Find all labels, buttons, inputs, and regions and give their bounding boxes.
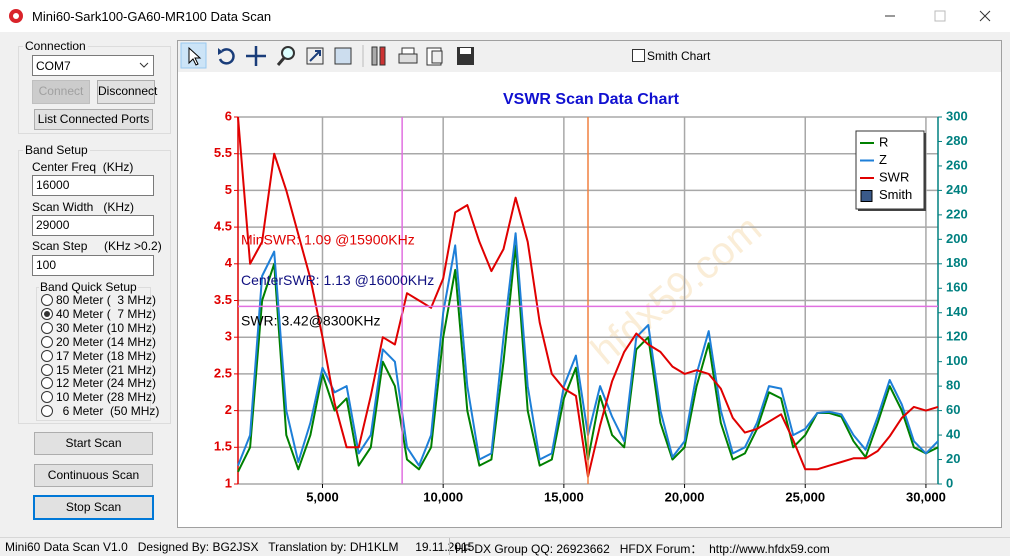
- y2-tick-label: 0: [946, 475, 953, 490]
- y-tick-label: 4: [225, 255, 233, 270]
- group-label: Connection: [23, 39, 88, 53]
- group-label: Band Setup: [23, 143, 90, 157]
- y2-tick-label: 240: [946, 182, 968, 197]
- y-tick-label: 2: [225, 402, 232, 417]
- status-text: HF DX Group QQ: 26923662 HFDX Forum： htt…: [455, 542, 830, 556]
- y2-tick-label: 260: [946, 157, 968, 172]
- band-setup-group: [18, 150, 171, 424]
- app-icon: [9, 9, 23, 23]
- band-label: 10 Meter (28 MHz): [56, 390, 157, 405]
- x-tick-label: 15,000: [544, 489, 584, 504]
- annotation: MinSWR: 1.09 @15900KHz: [241, 232, 415, 248]
- y2-tick-label: 200: [946, 231, 968, 246]
- band-radio[interactable]: [41, 321, 53, 334]
- y2-tick-label: 180: [946, 255, 968, 270]
- checkbox-label: Smith Chart: [647, 49, 711, 63]
- x-tick-label: 25,000: [785, 489, 825, 504]
- band-label: 40 Meter ( 7 MHz): [56, 306, 157, 321]
- legend-label: R: [879, 134, 888, 149]
- x-tick-label: 30,000: [906, 489, 946, 504]
- smith-checkbox[interactable]: [632, 49, 645, 62]
- chart: VSWR Scan Data Charthfdx59.com11.522.533…: [178, 72, 1001, 527]
- x-tick-label: 10,000: [423, 489, 463, 504]
- window-title: Mini60-Sark100-GA60-MR100 Data Scan: [32, 9, 272, 24]
- annotation: SWR: 3.42@8300KHz: [241, 313, 381, 329]
- band-label: 6 Meter (50 MHz): [56, 404, 160, 419]
- y-tick-label: 4.5: [214, 219, 232, 234]
- y-tick-label: 5: [225, 182, 232, 197]
- band-radio[interactable]: [41, 307, 53, 320]
- continuous-button[interactable]: Continuous Scan: [34, 464, 153, 487]
- center-input[interactable]: 16000: [32, 175, 154, 196]
- y-tick-label: 3: [225, 329, 232, 344]
- group-label: Band Quick Setup: [39, 280, 138, 294]
- status-text: Mini60 Data Scan V1.0 Designed By: BG2JS…: [5, 540, 475, 554]
- chart-title: VSWR Scan Data Chart: [503, 91, 680, 108]
- band-label: 80 Meter ( 3 MHz): [56, 293, 157, 307]
- annotation: CenterSWR: 1.13 @16000KHz: [241, 272, 434, 288]
- band-radio[interactable]: [41, 335, 53, 348]
- band-radio[interactable]: [41, 294, 53, 306]
- y2-tick-label: 20: [946, 451, 960, 466]
- list-ports-button[interactable]: List Connected Ports: [34, 109, 153, 130]
- band-label: 15 Meter (21 MHz): [56, 362, 157, 377]
- stop-button[interactable]: Stop Scan: [33, 495, 154, 520]
- y-tick-label: 3.5: [214, 292, 232, 307]
- x-tick-label: 20,000: [665, 489, 705, 504]
- y2-tick-label: 80: [946, 378, 960, 393]
- y-tick-label: 5.5: [214, 145, 232, 160]
- y2-tick-label: 60: [946, 402, 960, 417]
- field-label: Scan Width (KHz): [32, 200, 135, 214]
- y-tick-label: 1.5: [214, 439, 232, 454]
- width-input[interactable]: 29000: [32, 215, 154, 236]
- y2-tick-label: 160: [946, 280, 968, 295]
- start-button[interactable]: Start Scan: [34, 432, 153, 455]
- band-radio[interactable]: [41, 349, 53, 362]
- connect-button[interactable]: Connect: [32, 80, 90, 104]
- band-label: 30 Meter (10 MHz): [56, 320, 157, 335]
- band-radio[interactable]: [41, 391, 53, 404]
- y2-tick-label: 300: [946, 108, 968, 123]
- field-label: Scan Step (KHz >0.2): [32, 239, 162, 253]
- band-label: 17 Meter (18 MHz): [56, 348, 157, 363]
- y2-tick-label: 280: [946, 133, 968, 148]
- connection-group: [18, 46, 171, 134]
- status-bar: [0, 537, 1010, 556]
- toolbar[interactable]: [180, 42, 500, 70]
- dropdown-arrow: [139, 62, 149, 68]
- band-label: 20 Meter (14 MHz): [56, 334, 157, 349]
- y2-tick-label: 40: [946, 427, 960, 442]
- legend-label: Z: [879, 152, 887, 167]
- band-radio[interactable]: [41, 377, 53, 390]
- legend-swatch: [860, 190, 873, 202]
- y-tick-label: 2.5: [214, 365, 232, 380]
- band-radio[interactable]: [41, 363, 53, 376]
- y2-tick-label: 100: [946, 353, 968, 368]
- window-controls[interactable]: [870, 0, 1010, 32]
- step-input[interactable]: 100: [32, 255, 154, 276]
- y2-tick-label: 220: [946, 206, 968, 221]
- chart-frame: [177, 40, 1002, 528]
- port-select[interactable]: COM7: [32, 55, 154, 76]
- y2-tick-label: 120: [946, 329, 968, 344]
- title-bar: [0, 0, 1010, 32]
- legend-label: SWR: [879, 169, 909, 184]
- band-radio[interactable]: [41, 405, 53, 418]
- status-separator: [449, 538, 450, 555]
- band-label: 12 Meter (24 MHz): [56, 376, 157, 391]
- y2-tick-label: 140: [946, 304, 968, 319]
- y-tick-label: 6: [225, 108, 232, 123]
- legend-label: Smith: [879, 187, 912, 202]
- field-label: Center Freq (KHz): [32, 160, 134, 174]
- x-tick-label: 5,000: [306, 489, 339, 504]
- disconnect-button[interactable]: Disconnect: [97, 80, 157, 104]
- y-tick-label: 1: [225, 475, 232, 490]
